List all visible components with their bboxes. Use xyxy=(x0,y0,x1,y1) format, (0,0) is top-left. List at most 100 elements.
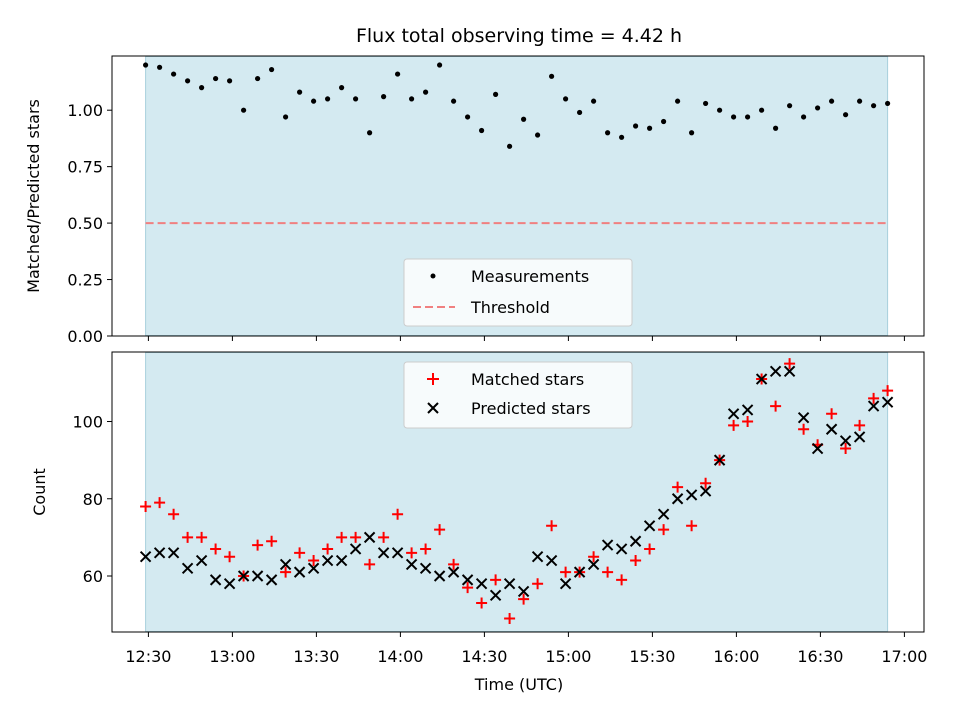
matched-star-point xyxy=(252,539,264,551)
measurement-point xyxy=(437,62,443,68)
matched-star-point xyxy=(770,400,782,412)
predicted-star-point xyxy=(755,373,768,385)
measurement-point xyxy=(283,114,289,120)
matched-star-point xyxy=(798,423,810,435)
predicted-star-point xyxy=(321,554,334,567)
predicted-star-point xyxy=(825,423,838,435)
measurement-point xyxy=(269,66,275,73)
measurement-point xyxy=(857,98,863,104)
measurement-point xyxy=(745,114,751,120)
measurement-point xyxy=(353,96,359,102)
matched-star-point xyxy=(868,392,880,404)
bottom-y-tick-label: 100 xyxy=(72,413,103,432)
measurement-point xyxy=(507,143,513,149)
x-tick-label: 13:30 xyxy=(293,647,339,666)
matched-star-point xyxy=(616,574,628,586)
measurement-point xyxy=(465,114,471,120)
matched-star-point xyxy=(210,543,222,555)
measurement-point xyxy=(815,105,821,111)
predicted-star-point xyxy=(769,365,782,378)
bottom-axes-frame xyxy=(111,351,925,633)
predicted-star-point xyxy=(545,554,558,567)
predicted-star-point xyxy=(447,566,460,578)
matched-star-point xyxy=(602,566,614,578)
matched-star-point xyxy=(490,574,502,586)
measurement-point xyxy=(535,132,541,138)
top-y-tick-label: 1.00 xyxy=(67,101,103,120)
measurement-point xyxy=(843,112,849,118)
top-y-tick-label: 0.50 xyxy=(67,214,103,233)
matched-star-point xyxy=(364,558,376,570)
predicted-star-point xyxy=(685,489,698,501)
x-tick-label: 13:00 xyxy=(209,647,255,666)
predicted-star-point xyxy=(573,566,586,578)
x-tick-label: 16:30 xyxy=(797,647,843,666)
matched-star-point xyxy=(336,531,348,543)
predicted-star-point xyxy=(335,554,348,567)
measurement-point xyxy=(395,71,401,77)
matched-star-point xyxy=(742,416,754,428)
predicted-star-point xyxy=(741,404,754,416)
measurement-point xyxy=(549,73,555,79)
matched-star-point xyxy=(224,551,236,563)
matched-star-point xyxy=(882,385,894,397)
legend-matched-marker xyxy=(427,373,439,385)
x-tick-label: 14:00 xyxy=(377,647,423,666)
matched-star-point xyxy=(532,578,544,590)
predicted-star-point xyxy=(349,543,362,555)
legend-measurements-label: Measurements xyxy=(471,267,589,286)
top-y-tick-label: 0.25 xyxy=(67,271,103,290)
measurement-point xyxy=(367,130,373,136)
measurement-point xyxy=(577,109,583,116)
bottom-y-axis-label: Count xyxy=(30,468,49,516)
x-tick-label: 15:00 xyxy=(545,647,591,666)
matched-star-point xyxy=(462,582,474,594)
measurement-point xyxy=(493,91,499,97)
chart-title: Flux total observing time = 4.42 h xyxy=(356,25,682,47)
predicted-star-point xyxy=(531,550,544,563)
measurement-point xyxy=(675,98,681,104)
bottom-legend: Matched stars Predicted stars xyxy=(403,361,633,429)
matched-star-point xyxy=(448,558,460,570)
matched-star-point xyxy=(476,597,488,609)
bottom-y-ticks: 60 80 100 xyxy=(72,413,112,586)
matched-star-point xyxy=(728,419,740,431)
top-y-ticks: 0.00 0.25 0.50 0.75 1.00 xyxy=(67,101,112,346)
measurement-point xyxy=(325,96,331,102)
measurement-point xyxy=(689,130,695,136)
predicted-star-point xyxy=(727,408,740,420)
matched-star-point xyxy=(518,593,530,605)
predicted-star-point xyxy=(839,435,852,447)
matched-star-point xyxy=(784,358,796,370)
predicted-star-point xyxy=(461,574,474,586)
matched-star-point xyxy=(322,543,334,555)
measurement-point xyxy=(423,89,429,95)
measurement-point xyxy=(787,103,793,109)
predicted-star-point xyxy=(209,574,222,586)
measurement-point xyxy=(521,116,527,122)
predicted-star-point xyxy=(601,539,614,551)
measurement-point xyxy=(213,75,219,82)
measurement-point xyxy=(885,100,891,107)
predicted-star-point xyxy=(867,400,880,412)
predicted-star-point xyxy=(797,411,810,424)
measurement-point xyxy=(619,134,625,140)
measurement-point xyxy=(297,89,303,95)
bottom-legend-box xyxy=(403,361,633,429)
measurement-point xyxy=(199,85,205,91)
measurement-point xyxy=(171,71,177,77)
predicted-star-point xyxy=(153,547,166,559)
matched-star-point xyxy=(406,547,418,559)
predicted-star-point xyxy=(783,365,796,378)
measurement-point xyxy=(241,107,247,113)
measurement-point xyxy=(339,85,345,91)
legend-measurements-marker xyxy=(430,273,436,279)
matched-star-point xyxy=(686,520,698,532)
x-tick-label: 16:00 xyxy=(713,647,759,666)
matched-star-point xyxy=(434,524,446,536)
measurement-point xyxy=(157,64,163,70)
matched-star-point xyxy=(854,419,866,431)
predicted-star-point xyxy=(811,442,824,455)
top-panel: 0.00 0.25 0.50 0.75 1.00 Matched/Predicted s… xyxy=(24,55,925,346)
predicted-star-point xyxy=(419,562,432,574)
